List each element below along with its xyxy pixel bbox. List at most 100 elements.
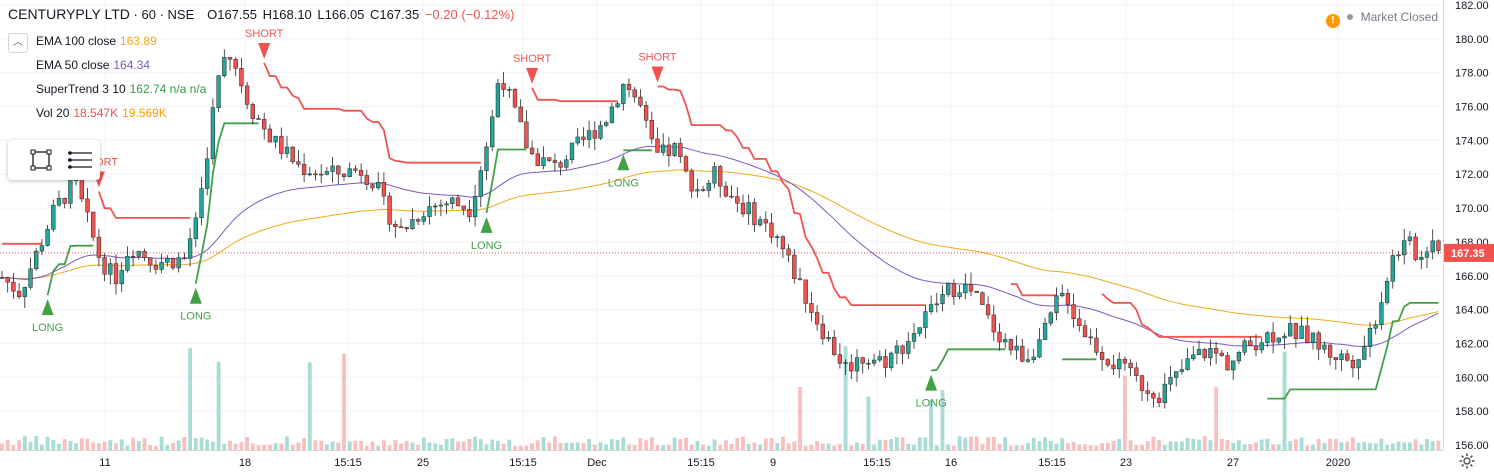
candle-body: [1065, 293, 1071, 305]
time-axis[interactable]: 11 18 15:15 25 15:15 Dec 15:15 9 15:15 16 15:15 23 2…: [0, 450, 1443, 470]
supertrend-segment: [1267, 302, 1439, 400]
candle-body: [1128, 362, 1133, 369]
candle-body: [512, 89, 518, 108]
volume-bar: [325, 444, 329, 450]
candle-body: [535, 153, 540, 167]
candle-body: [1390, 255, 1395, 282]
volume-bar: [820, 443, 825, 450]
market-status[interactable]: ! Market Closed: [1325, 10, 1438, 28]
volume-bar: [1311, 444, 1315, 450]
volume-bar: [963, 437, 968, 450]
candle-body: [347, 168, 352, 177]
volume-bar: [142, 438, 147, 450]
interval[interactable]: 60: [141, 7, 156, 22]
separator: ·: [133, 7, 138, 22]
volume-bar: [1276, 444, 1281, 450]
time-tick-label: 27: [1227, 457, 1239, 469]
candle-body: [672, 143, 677, 156]
time-tick-label: 23: [1120, 457, 1132, 469]
volume-bar: [136, 441, 141, 450]
candle-body: [991, 314, 996, 333]
price-tick-label: 182.00: [1455, 0, 1489, 12]
volume-bar: [775, 443, 780, 450]
candle-body: [1037, 339, 1042, 358]
candle-body: [518, 106, 523, 123]
volume-bar: [478, 439, 483, 450]
candle-body: [62, 197, 67, 204]
candle-body: [296, 161, 301, 165]
volume-bar: [1351, 437, 1355, 450]
time-tick-label: 9: [770, 457, 776, 469]
candle-body: [1299, 325, 1304, 339]
candle-body: [666, 144, 672, 156]
volume-bar: [364, 445, 369, 450]
candle-body: [1225, 355, 1230, 371]
candle-body: [1185, 358, 1190, 370]
candle-body: [786, 248, 791, 256]
volume-bar: [1088, 445, 1093, 450]
volume-bar: [1134, 445, 1139, 450]
indicator-supertrend[interactable]: SuperTrend 3 10 162.74 n/a n/a: [36, 82, 206, 96]
candle-body: [182, 257, 187, 259]
candle-body: [1345, 353, 1350, 361]
collapse-legend-button[interactable]: ︿: [8, 33, 28, 53]
chart-settings-button[interactable]: [1458, 452, 1476, 470]
candle-body: [547, 157, 552, 161]
volume-bar: [216, 361, 221, 450]
volume-bar: [997, 443, 1002, 450]
candle-body: [56, 197, 62, 206]
volume-bar: [1128, 440, 1133, 450]
indicator-volume[interactable]: Vol 20 18.547K 19.569K: [36, 106, 167, 120]
candle-body: [1082, 325, 1088, 338]
volume-bar: [68, 441, 73, 450]
rectangle-tool-button[interactable]: [28, 148, 54, 172]
volume-bar: [250, 443, 255, 450]
candle-body: [1384, 281, 1390, 303]
candle-body: [1122, 359, 1128, 364]
candle-body: [889, 352, 894, 368]
candle-body: [205, 158, 210, 189]
candle-body: [1042, 322, 1048, 340]
volume-bar: [171, 442, 175, 450]
volume-bar: [302, 438, 306, 450]
volume-bar: [393, 440, 398, 450]
volume-bar: [159, 436, 164, 450]
candle-body: [985, 304, 991, 316]
volume-bar: [450, 438, 455, 450]
candle-body: [638, 96, 643, 106]
symbol-name[interactable]: CENTURYPLY LTD: [8, 6, 130, 22]
volume-bar: [439, 444, 443, 450]
candle-body: [170, 257, 176, 269]
candle-body: [239, 68, 244, 87]
volume-bar: [957, 436, 962, 450]
indicator-ema50[interactable]: EMA 50 close 164.34: [36, 58, 150, 72]
candle-body: [906, 341, 911, 354]
candle-body: [649, 120, 654, 140]
indicator-value: 18.547K: [73, 106, 119, 120]
volume-bar: [604, 444, 609, 450]
candle-body: [866, 362, 871, 365]
candle-body: [244, 85, 250, 105]
indicator-label: EMA 50 close: [36, 58, 110, 72]
candle-body: [809, 303, 814, 313]
candle-body: [51, 204, 56, 230]
indicator-ema100[interactable]: EMA 100 close 163.89: [36, 34, 157, 48]
volume-bar: [1197, 439, 1201, 450]
volume-bar: [1254, 442, 1258, 450]
volume-bar: [1402, 442, 1407, 450]
candle-body: [763, 219, 768, 224]
price-axis[interactable]: 156.00158.00160.00162.00164.00166.00168.…: [1443, 0, 1494, 474]
volume-bar: [1202, 436, 1207, 450]
lines-tool-button[interactable]: [66, 148, 92, 172]
grid-lines: [0, 0, 1443, 450]
candle-body: [1060, 293, 1065, 297]
long-label: LONG: [32, 322, 63, 334]
volume-bar: [1425, 438, 1429, 450]
volume-bar: [803, 445, 808, 450]
candle-body: [125, 255, 130, 271]
volume-bar: [336, 442, 341, 450]
volume-bar: [1031, 437, 1036, 450]
volume-bar: [644, 440, 648, 450]
candle-body: [370, 184, 375, 189]
